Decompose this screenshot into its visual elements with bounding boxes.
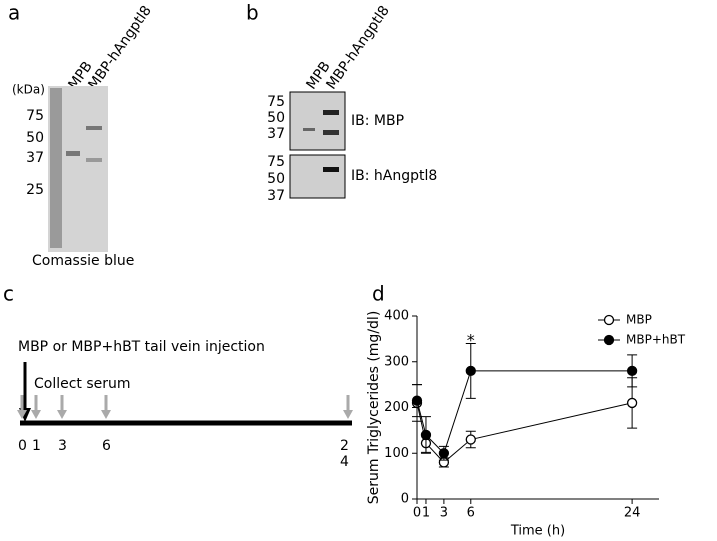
caption: Comassie blue — [32, 253, 134, 269]
data-point — [626, 397, 638, 409]
timepoint-label: 6 — [102, 438, 111, 454]
band — [323, 130, 339, 135]
y-tick-label: 400 — [384, 309, 409, 324]
panel-label: a — [8, 1, 20, 25]
arrow-head — [17, 410, 27, 419]
data-point — [411, 395, 423, 406]
band — [323, 167, 339, 172]
x-axis-label: Time (h) — [510, 524, 565, 539]
timepoint-label: 0 — [18, 438, 27, 454]
lane-label: MBP-hAngptl8 — [323, 3, 392, 93]
band — [86, 126, 102, 130]
x-tick-label: 24 — [624, 506, 641, 521]
legend-label: MBP — [626, 313, 652, 327]
legend-marker — [603, 314, 615, 326]
data-point — [626, 365, 638, 377]
panel-label: b — [246, 1, 259, 25]
series-line — [416, 402, 633, 464]
unit-label: (kDa) — [12, 83, 45, 97]
marker-label: 50 — [26, 130, 44, 146]
series-line — [416, 370, 633, 455]
lane-label: MBP-hAngptl8 — [85, 3, 154, 93]
y-tick-label: 200 — [384, 400, 409, 415]
blot-caption: IB: MBP — [351, 113, 404, 129]
data-point — [438, 448, 450, 459]
marker-label: 75 — [26, 108, 44, 124]
marker-label: 75 — [267, 154, 285, 170]
marker-label: 75 — [267, 94, 285, 110]
y-tick-label: 300 — [384, 354, 409, 369]
chart: 0 100 200 300 400 0 1 3 6 24 Time (h) Serum Triglyc… — [366, 309, 686, 539]
timepoint-label: 1 — [32, 438, 41, 454]
y-axis-label: Serum Triglycerides (mg/dl) — [366, 311, 382, 505]
arrow-head — [57, 410, 67, 419]
marker-label: 37 — [26, 150, 44, 166]
y-tick-label: 0 — [401, 492, 409, 507]
annotation: * — [467, 331, 475, 350]
blot-image — [289, 154, 346, 199]
band — [323, 110, 339, 115]
x-tick-label: 0 — [413, 506, 421, 521]
timepoint-label: 3 — [58, 438, 67, 454]
panel-label: d — [372, 282, 385, 306]
data-point — [465, 365, 476, 377]
band — [303, 128, 315, 131]
marker-label: 50 — [267, 171, 285, 187]
band — [86, 158, 102, 162]
collect-label: Collect serum — [34, 376, 131, 392]
marker-label: 50 — [267, 110, 285, 126]
arrow-head — [101, 410, 111, 419]
marker-label: 37 — [267, 188, 285, 204]
ladder — [50, 88, 62, 248]
data-point — [465, 434, 476, 445]
legend-label: MBP+hBT — [626, 333, 686, 347]
injection-label: MBP or MBP+hBT tail vein injection — [18, 339, 265, 355]
arrow-head — [31, 410, 41, 419]
blot-caption: IB: hAngptl8 — [351, 168, 437, 184]
x-tick-label: 1 — [422, 506, 430, 521]
marker-label: 25 — [26, 182, 44, 198]
panel-label: c — [3, 282, 14, 306]
marker-label: 37 — [267, 126, 285, 142]
arrow-head — [343, 410, 353, 419]
blot-image — [289, 91, 346, 151]
band — [66, 151, 80, 156]
x-tick-label: 6 — [467, 506, 475, 521]
y-tick-label: 100 — [384, 446, 409, 461]
data-point — [420, 429, 432, 441]
legend-marker — [603, 334, 615, 346]
x-tick-label: 3 — [440, 506, 448, 521]
